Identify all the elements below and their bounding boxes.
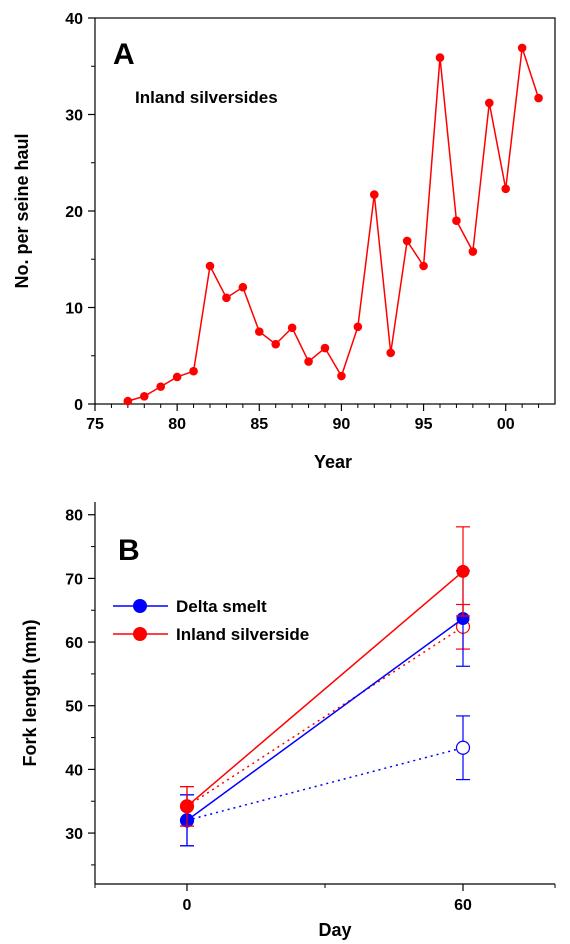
data-point bbox=[337, 371, 346, 381]
data-point bbox=[455, 740, 471, 755]
y-tick-label: 40 bbox=[65, 11, 83, 28]
series-line bbox=[186, 570, 464, 807]
data-point bbox=[123, 396, 133, 406]
series-line bbox=[186, 617, 464, 821]
data-point bbox=[501, 184, 511, 194]
y-tick-label: 60 bbox=[65, 635, 83, 652]
y-tick-label: 70 bbox=[65, 571, 83, 588]
x-tick-label: 60 bbox=[454, 897, 472, 914]
data-point bbox=[238, 282, 248, 292]
data-point bbox=[254, 327, 264, 336]
y-tick-label: 50 bbox=[65, 699, 83, 716]
data-point bbox=[189, 366, 198, 376]
y-tick-label: 80 bbox=[65, 508, 83, 525]
panel-b-series bbox=[179, 526, 471, 847]
legend-delta-smelt-marker bbox=[133, 599, 147, 613]
data-point bbox=[484, 98, 494, 108]
panel-b: 0 60 30 40 50 60 70 80 B Delta smelt Inland sil… bbox=[20, 502, 556, 940]
panel-b-y-axis-label: Fork length (mm) bbox=[20, 619, 40, 766]
y-tick-label: 0 bbox=[74, 397, 83, 414]
x-tick-label: 0 bbox=[183, 897, 192, 914]
series-line bbox=[186, 626, 464, 807]
data-point bbox=[180, 799, 194, 813]
data-point bbox=[304, 357, 313, 366]
data-point bbox=[419, 261, 428, 271]
data-point bbox=[456, 612, 470, 626]
data-point bbox=[172, 372, 182, 382]
legend-inland-silverside-label: Inland silverside bbox=[176, 625, 309, 644]
panel-a-x-axis-label: Year bbox=[314, 452, 352, 472]
x-tick-label: 85 bbox=[250, 416, 268, 433]
x-tick-label: 75 bbox=[86, 416, 104, 433]
data-point bbox=[435, 53, 445, 62]
data-point bbox=[517, 43, 527, 53]
y-tick-label: 30 bbox=[65, 826, 83, 843]
x-tick-label: 90 bbox=[333, 416, 351, 433]
y-tick-label: 30 bbox=[65, 108, 83, 125]
data-point bbox=[452, 216, 461, 225]
series-line bbox=[186, 747, 464, 822]
series-line bbox=[127, 47, 540, 402]
legend-inland-silverside-marker bbox=[133, 627, 147, 641]
panel-a-letter: A bbox=[113, 38, 135, 71]
data-point bbox=[456, 564, 470, 578]
panel-b-letter: B bbox=[118, 534, 140, 567]
data-point bbox=[369, 190, 379, 199]
data-point bbox=[320, 343, 330, 353]
panel-b-x-axis-label: Day bbox=[318, 920, 351, 940]
data-point bbox=[386, 348, 396, 358]
panel-a-series bbox=[123, 43, 543, 406]
panel-a-annotation: Inland silversides bbox=[135, 88, 278, 107]
data-point bbox=[156, 382, 166, 391]
panel-a-y-axis-label: No. per seine haul bbox=[12, 133, 32, 288]
panel-b-legend: Delta smelt Inland silverside bbox=[113, 597, 309, 644]
data-point bbox=[222, 293, 231, 303]
x-tick-label: 95 bbox=[415, 416, 433, 433]
panel-b-ticks: 0 60 30 40 50 60 70 80 bbox=[65, 508, 556, 914]
data-point bbox=[468, 247, 478, 256]
data-point bbox=[271, 339, 281, 349]
data-point bbox=[205, 261, 215, 271]
x-tick-label: 00 bbox=[497, 416, 515, 433]
y-tick-label: 10 bbox=[65, 301, 83, 318]
data-point bbox=[534, 93, 543, 103]
y-tick-label: 40 bbox=[65, 762, 83, 779]
x-tick-label: 80 bbox=[168, 416, 186, 433]
data-point bbox=[353, 322, 363, 332]
data-point bbox=[287, 323, 297, 333]
data-point bbox=[402, 236, 412, 246]
data-point bbox=[139, 391, 149, 401]
y-tick-label: 20 bbox=[65, 204, 83, 221]
legend-delta-smelt-label: Delta smelt bbox=[176, 597, 267, 616]
